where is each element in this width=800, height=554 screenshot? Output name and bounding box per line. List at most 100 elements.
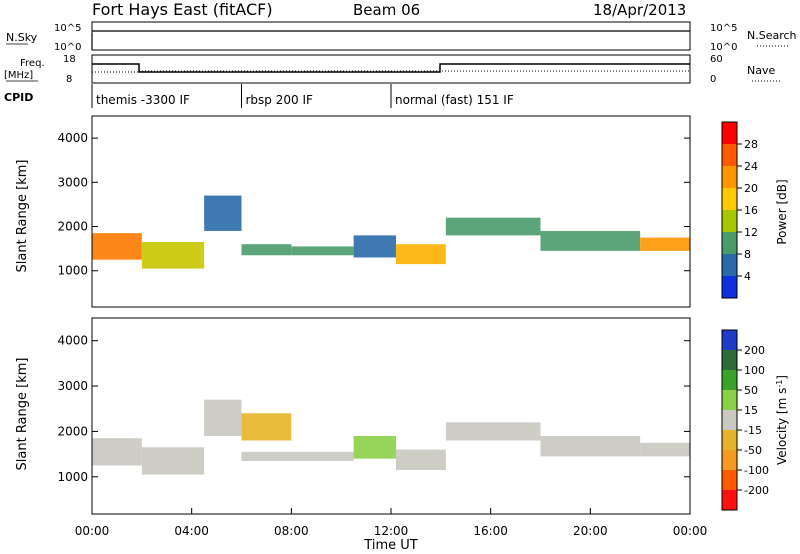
colorbar-swatch bbox=[722, 144, 737, 167]
y-tick-label: 2000 bbox=[57, 220, 88, 234]
velocity-colorbar-label-sup: -1 bbox=[775, 380, 784, 388]
time-axis: 00:00 04:00 08:00 12:00 16:00 20:00 00:00 bbox=[75, 508, 707, 538]
power-ylabel: Slant Range [km] bbox=[15, 160, 30, 273]
colorbar-tick-label: 20 bbox=[744, 182, 758, 195]
colorbar-swatch bbox=[722, 122, 737, 145]
freq-frame bbox=[91, 54, 691, 84]
freq-tick-top: 18 bbox=[63, 54, 76, 65]
scatter-band bbox=[640, 442, 690, 457]
x-tick-label: 20:00 bbox=[573, 524, 608, 538]
velocity-colorbar-ticks: 200 100 50 15 -15 -50 -100 -200 bbox=[737, 344, 769, 497]
velocity-panel: Slant Range [km] 1000 2000 3000 4000 bbox=[15, 317, 691, 515]
scatter-band bbox=[353, 435, 396, 459]
colorbar-tick-label: 8 bbox=[744, 248, 751, 261]
date-label: 18/Apr/2013 bbox=[593, 1, 686, 19]
velocity-plot-area bbox=[92, 399, 690, 475]
colorbar-tick-label: 24 bbox=[744, 160, 758, 173]
colorbar-swatch bbox=[722, 276, 737, 299]
colorbar-tick-label: -200 bbox=[744, 484, 769, 497]
nsky-left-tick-top: 10^5 bbox=[54, 23, 81, 34]
x-tick-label: 08:00 bbox=[274, 524, 309, 538]
scatter-band bbox=[445, 217, 541, 236]
nsky-right-tick-top: 10^5 bbox=[710, 23, 737, 34]
scatter-band bbox=[540, 230, 641, 251]
velocity-ylabel: Slant Range [km] bbox=[15, 358, 30, 471]
scatter-band bbox=[395, 244, 446, 265]
cpid-segment-label: rbsp 200 IF bbox=[246, 93, 313, 107]
scatter-band bbox=[92, 233, 142, 260]
nsky-label: N.Sky bbox=[6, 31, 38, 44]
y-tick-label: 4000 bbox=[57, 131, 88, 145]
colorbar-swatch bbox=[722, 490, 737, 511]
colorbar-swatch bbox=[722, 188, 737, 211]
power-colorbar: 28 24 20 16 12 8 4 Power [dB] bbox=[721, 121, 789, 299]
power-y-ticks: 1000 2000 3000 4000 bbox=[57, 131, 690, 278]
scatter-band bbox=[395, 449, 446, 470]
y-tick-label: 3000 bbox=[57, 175, 88, 189]
freq-trace bbox=[92, 63, 690, 73]
colorbar-tick-label: 200 bbox=[744, 344, 765, 357]
colorbar-swatch bbox=[722, 330, 737, 351]
colorbar-tick-label: 16 bbox=[744, 204, 758, 217]
velocity-y-ticks: 1000 2000 3000 4000 bbox=[57, 334, 690, 484]
colorbar-tick-label: 100 bbox=[744, 364, 765, 377]
power-frame bbox=[91, 115, 691, 308]
colorbar-swatch bbox=[722, 166, 737, 189]
scatter-band bbox=[141, 447, 205, 475]
scatter-band bbox=[204, 195, 242, 231]
colorbar-swatch bbox=[722, 370, 737, 391]
nave-tick-bottom: 0 bbox=[710, 74, 716, 85]
velocity-colorbar-label-main: Velocity [m s bbox=[775, 388, 789, 465]
power-panel: Slant Range [km] 1000 2000 3000 4000 bbox=[15, 115, 691, 308]
x-tick-label: 16:00 bbox=[473, 524, 508, 538]
y-tick-label: 3000 bbox=[57, 379, 88, 393]
colorbar-swatch bbox=[722, 450, 737, 471]
colorbar-tick-label: 15 bbox=[744, 404, 758, 417]
y-tick-label: 4000 bbox=[57, 334, 88, 348]
colorbar-swatch bbox=[722, 350, 737, 371]
power-plot-area bbox=[92, 195, 690, 269]
colorbar-tick-label: 28 bbox=[744, 138, 758, 151]
scatter-band bbox=[141, 242, 205, 269]
scatter-band bbox=[353, 235, 396, 258]
x-tick-label: 00:00 bbox=[75, 524, 110, 538]
velocity-frame bbox=[91, 317, 691, 515]
scatter-band bbox=[540, 435, 641, 457]
cpid-panel: CPID themis -3300 IF rbsp 200 IF normal (f… bbox=[4, 84, 514, 108]
nsky-panel: N.Sky 10^5 10^0 10^5 10^0 N.Search bbox=[6, 21, 797, 53]
colorbar-tick-label: -50 bbox=[744, 444, 762, 457]
cpid-segment-label: themis -3300 IF bbox=[96, 93, 190, 107]
nsearch-label: N.Search bbox=[747, 29, 797, 42]
scatter-band bbox=[241, 244, 292, 256]
cpid-segments: themis -3300 IF rbsp 200 IF normal (fast) … bbox=[96, 84, 514, 108]
scatter-band bbox=[291, 246, 354, 256]
x-tick-label: 12:00 bbox=[374, 524, 409, 538]
station-title: Fort Hays East (fitACF) bbox=[92, 0, 273, 19]
freq-tick-bottom: 8 bbox=[66, 74, 72, 85]
power-colorbar-swatches bbox=[722, 122, 737, 299]
scatter-band bbox=[204, 399, 242, 436]
colorbar-swatch bbox=[722, 390, 737, 411]
scatter-band bbox=[640, 237, 690, 251]
nave-label: Nave bbox=[747, 64, 775, 77]
velocity-colorbar-label-end: ] bbox=[775, 375, 789, 380]
nsky-frame bbox=[91, 21, 691, 51]
nave-trace bbox=[92, 70, 690, 73]
time-axis-label: Time UT bbox=[363, 538, 417, 553]
colorbar-tick-label: 50 bbox=[744, 384, 758, 397]
y-tick-label: 1000 bbox=[57, 264, 88, 278]
x-tick-label: 04:00 bbox=[174, 524, 209, 538]
y-tick-label: 2000 bbox=[57, 424, 88, 438]
freq-label-line2: [MHz] bbox=[4, 70, 33, 81]
nsky-right-tick-bottom: 10^0 bbox=[710, 42, 737, 53]
freq-panel: Freq. [MHz] 18 8 60 0 Nave bbox=[4, 54, 780, 85]
colorbar-swatch bbox=[722, 232, 737, 255]
colorbar-tick-label: 4 bbox=[744, 270, 751, 283]
velocity-colorbar: 200 100 50 15 -15 -50 -100 -200 Velocity [m s-1… bbox=[721, 329, 789, 511]
power-colorbar-label: Power [dB] bbox=[775, 179, 789, 244]
velocity-colorbar-swatches bbox=[722, 330, 737, 511]
scatter-band bbox=[445, 422, 541, 441]
nsky-left-tick-bottom: 10^0 bbox=[54, 42, 81, 53]
nave-tick-top: 60 bbox=[710, 54, 723, 65]
